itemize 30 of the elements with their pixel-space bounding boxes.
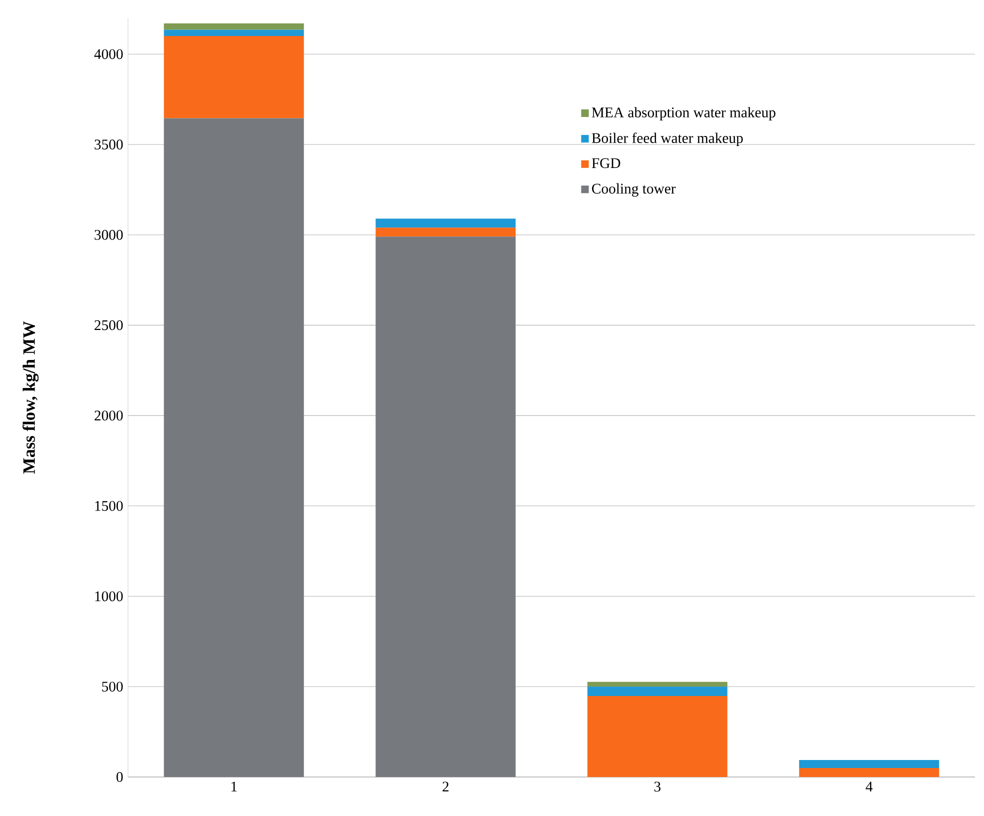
legend-label: Cooling tower [592, 183, 676, 197]
bar [376, 228, 516, 237]
y-tick-label: 2000 [94, 410, 123, 421]
y-tick-label: 0 [116, 772, 123, 782]
legend-label: MEA absorption water makeup [592, 107, 776, 120]
bar [587, 682, 728, 687]
bar [587, 696, 728, 777]
y-tick-label: 1000 [95, 591, 123, 602]
x-tick-label: 3 [654, 782, 660, 792]
bar [164, 23, 304, 30]
bar [587, 686, 728, 696]
y-axis-title: Mass flow, kg/h MW [22, 321, 39, 474]
y-tick-label: 3000 [94, 230, 123, 240]
y-tick-label: 1500 [95, 500, 123, 511]
bar [164, 30, 304, 36]
bar [799, 768, 940, 777]
x-tick-label: 2 [442, 782, 448, 792]
bar [799, 760, 940, 768]
x-tick-label: 4 [866, 782, 873, 792]
legend-label: FGD [592, 158, 620, 168]
y-tick-label: 500 [102, 682, 123, 692]
bar [164, 36, 304, 118]
bar [164, 118, 304, 777]
bar [376, 236, 516, 777]
y-tick-label: 2500 [94, 320, 123, 330]
bar [376, 218, 516, 228]
y-tick-label: 3500 [94, 140, 123, 150]
y-tick-label: 4000 [94, 49, 123, 60]
x-tick-label: 1 [232, 782, 237, 792]
legend-label: Boiler feed water makeup [592, 132, 743, 146]
